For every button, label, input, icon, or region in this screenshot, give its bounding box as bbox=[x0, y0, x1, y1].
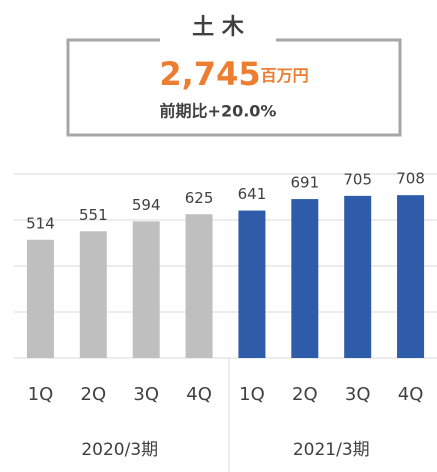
value-label: 641 bbox=[238, 185, 267, 203]
title: 土 木 bbox=[192, 15, 245, 40]
value-label: 594 bbox=[132, 196, 161, 214]
x-tick-label: 2Q bbox=[81, 384, 107, 405]
total-unit: 百万円 bbox=[261, 66, 309, 85]
x-tick-label: 1Q bbox=[28, 384, 54, 405]
value-label: 625 bbox=[185, 189, 214, 207]
bar bbox=[132, 221, 160, 358]
x-tick-label: 4Q bbox=[398, 384, 424, 405]
group-label: 2021/3期 bbox=[293, 440, 370, 460]
total-value: 2,745 bbox=[159, 55, 260, 93]
bar bbox=[397, 195, 425, 358]
x-tick-label: 3Q bbox=[345, 384, 371, 405]
x-tick-label: 2Q bbox=[292, 384, 318, 405]
x-tick-label: 4Q bbox=[186, 384, 212, 405]
x-tick-label: 1Q bbox=[239, 384, 265, 405]
bar bbox=[344, 195, 372, 358]
value-label: 551 bbox=[79, 206, 108, 224]
value-label: 691 bbox=[290, 174, 319, 192]
bar bbox=[291, 199, 319, 358]
bar bbox=[238, 210, 266, 358]
bar bbox=[185, 214, 213, 358]
value-label: 514 bbox=[26, 214, 55, 232]
group-label: 2020/3期 bbox=[81, 440, 158, 460]
bar bbox=[79, 231, 107, 358]
bar bbox=[26, 239, 54, 358]
title-gap bbox=[160, 30, 276, 50]
value-label: 708 bbox=[396, 170, 425, 188]
total: 2,745百万円 bbox=[159, 55, 308, 93]
value-label: 705 bbox=[343, 170, 372, 188]
change: 前期比+20.0% bbox=[160, 102, 277, 121]
x-tick-label: 3Q bbox=[133, 384, 159, 405]
